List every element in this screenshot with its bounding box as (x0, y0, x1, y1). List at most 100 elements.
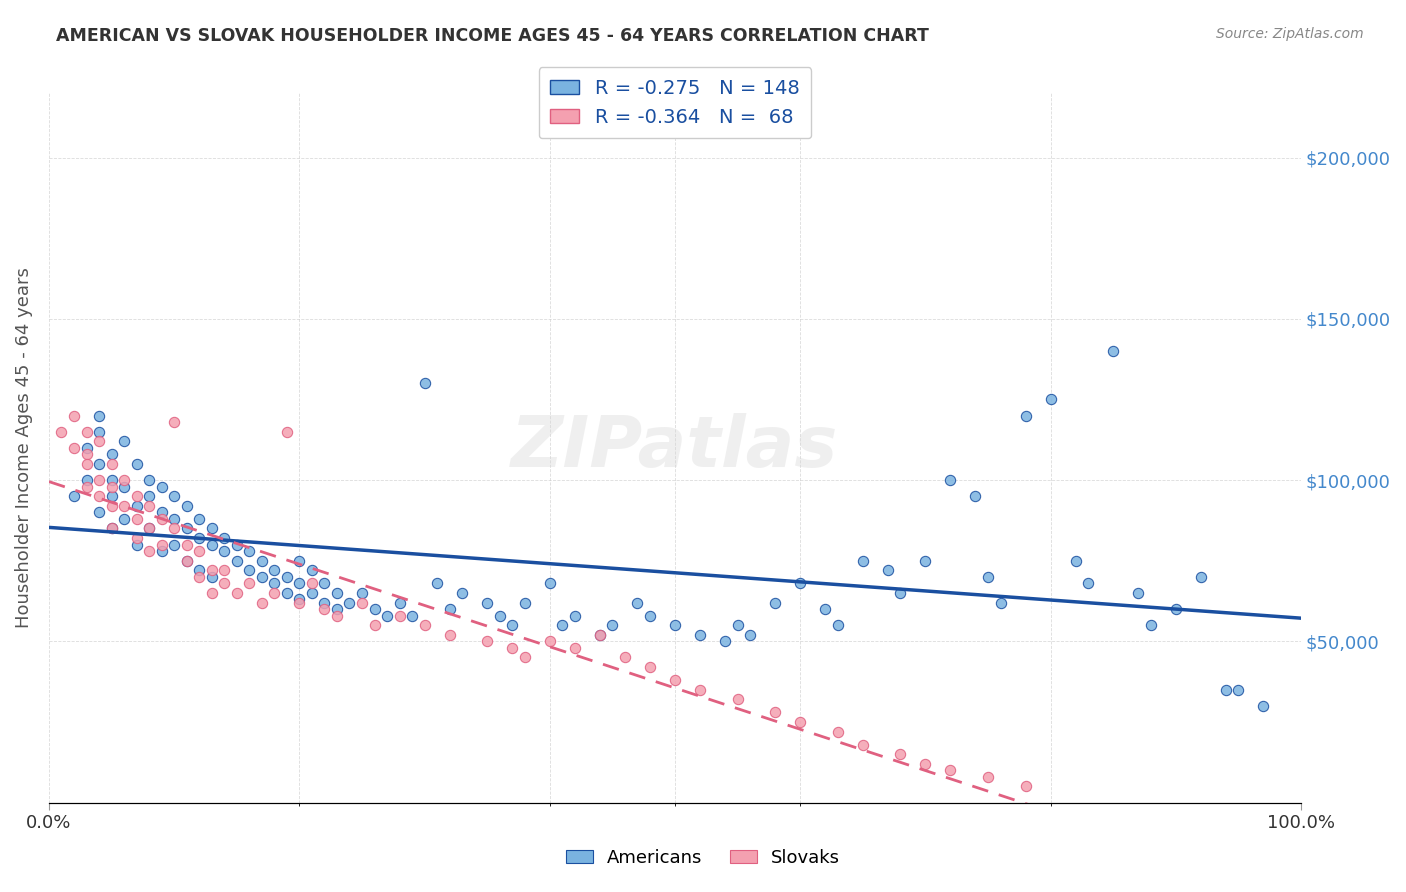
Slovaks (112, 499, 135, 513)
Americans (1102, 344, 1125, 359)
Americans (1128, 586, 1150, 600)
Americans (125, 538, 148, 552)
Americans (138, 473, 160, 487)
Slovaks (564, 640, 586, 655)
Slovaks (977, 770, 1000, 784)
Y-axis label: Householder Income Ages 45 - 64 years: Householder Income Ages 45 - 64 years (15, 268, 32, 628)
Americans (488, 608, 510, 623)
Americans (63, 489, 86, 503)
Slovaks (477, 634, 499, 648)
Americans (1139, 618, 1161, 632)
Slovaks (638, 660, 661, 674)
Americans (339, 596, 361, 610)
Slovaks (214, 563, 236, 577)
Americans (727, 618, 749, 632)
Americans (163, 538, 186, 552)
Americans (314, 596, 336, 610)
Americans (1077, 576, 1099, 591)
Slovaks (63, 409, 86, 423)
Americans (827, 618, 849, 632)
Slovaks (76, 479, 98, 493)
Americans (288, 554, 311, 568)
Slovaks (939, 764, 962, 778)
Americans (100, 521, 122, 535)
Slovaks (76, 425, 98, 439)
Slovaks (276, 425, 298, 439)
Text: AMERICAN VS SLOVAK HOUSEHOLDER INCOME AGES 45 - 64 YEARS CORRELATION CHART: AMERICAN VS SLOVAK HOUSEHOLDER INCOME AG… (56, 27, 929, 45)
Americans (138, 489, 160, 503)
Americans (125, 457, 148, 471)
Americans (163, 512, 186, 526)
Slovaks (125, 489, 148, 503)
Slovaks (201, 586, 224, 600)
Americans (112, 479, 135, 493)
Slovaks (76, 457, 98, 471)
Slovaks (63, 441, 86, 455)
Americans (263, 563, 285, 577)
Americans (451, 586, 474, 600)
Americans (87, 425, 110, 439)
Americans (263, 576, 285, 591)
Slovaks (301, 576, 323, 591)
Americans (288, 576, 311, 591)
Slovaks (138, 499, 160, 513)
Slovaks (138, 544, 160, 558)
Americans (1064, 554, 1087, 568)
Americans (1189, 570, 1212, 584)
Americans (250, 554, 273, 568)
Americans (100, 473, 122, 487)
Text: Source: ZipAtlas.com: Source: ZipAtlas.com (1216, 27, 1364, 41)
Slovaks (664, 673, 686, 687)
Slovaks (513, 650, 536, 665)
Americans (513, 596, 536, 610)
Americans (100, 447, 122, 461)
Slovaks (201, 563, 224, 577)
Slovaks (225, 586, 247, 600)
Americans (238, 544, 260, 558)
Slovaks (125, 512, 148, 526)
Slovaks (538, 634, 561, 648)
Slovaks (100, 499, 122, 513)
Americans (76, 441, 98, 455)
Americans (326, 586, 349, 600)
Americans (201, 521, 224, 535)
Americans (288, 592, 311, 607)
Americans (125, 499, 148, 513)
Slovaks (314, 602, 336, 616)
Slovaks (613, 650, 636, 665)
Americans (401, 608, 423, 623)
Americans (238, 563, 260, 577)
Americans (225, 538, 247, 552)
Slovaks (589, 628, 612, 642)
Slovaks (125, 531, 148, 545)
Americans (538, 576, 561, 591)
Slovaks (100, 479, 122, 493)
Slovaks (76, 447, 98, 461)
Americans (76, 473, 98, 487)
Americans (814, 602, 837, 616)
Americans (87, 505, 110, 519)
Americans (375, 608, 398, 623)
Slovaks (827, 724, 849, 739)
Slovaks (914, 756, 936, 771)
Americans (413, 376, 436, 391)
Americans (1039, 392, 1062, 407)
Slovaks (176, 554, 198, 568)
Slovaks (87, 489, 110, 503)
Americans (1215, 682, 1237, 697)
Americans (551, 618, 574, 632)
Slovaks (501, 640, 523, 655)
Americans (176, 554, 198, 568)
Americans (176, 521, 198, 535)
Slovaks (163, 521, 186, 535)
Americans (439, 602, 461, 616)
Americans (100, 489, 122, 503)
Slovaks (163, 415, 186, 429)
Americans (276, 586, 298, 600)
Slovaks (150, 512, 173, 526)
Slovaks (188, 544, 211, 558)
Americans (638, 608, 661, 623)
Slovaks (250, 596, 273, 610)
Slovaks (238, 576, 260, 591)
Text: ZIPatlas: ZIPatlas (512, 413, 839, 483)
